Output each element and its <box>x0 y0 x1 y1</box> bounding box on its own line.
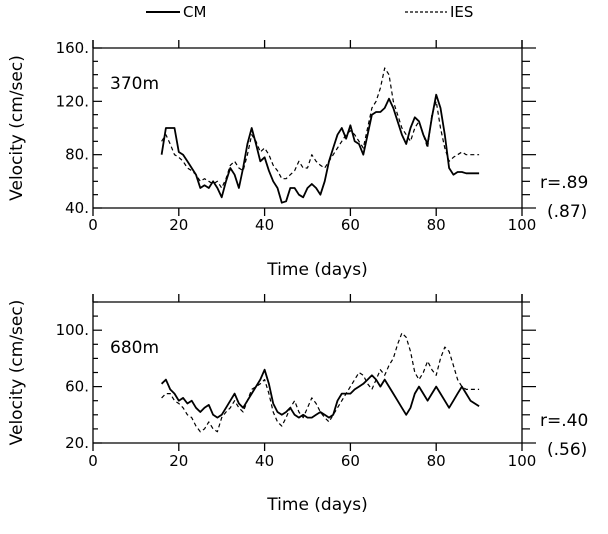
y-tick-label: 160. <box>56 39 89 57</box>
legend-label-ies: IES <box>450 3 473 21</box>
legend: CM IES <box>146 3 473 21</box>
series-line-ies <box>161 332 480 433</box>
series-line-cm <box>160 93 480 204</box>
correlation-alt-label: (.56) <box>547 440 587 460</box>
x-tick-label: 100 <box>508 216 537 234</box>
series-line-ies <box>161 67 480 189</box>
correlation-label: r=.89 <box>540 173 588 193</box>
y-axis-title: Velocity (cm/sec) <box>7 55 27 201</box>
y-tick-label: 20. <box>65 434 89 452</box>
depth-label: 680m <box>110 338 159 358</box>
x-axis-title: Time (days) <box>266 260 367 280</box>
panel-680m: 0 20 40 60 80 100 20. 60. 100. Time (days) Velocit… <box>7 294 588 515</box>
x-tick-label: 0 <box>88 216 98 234</box>
series-line-cm <box>160 368 480 419</box>
x-tick-label: 60 <box>341 216 360 234</box>
x-tick-label: 0 <box>88 452 98 470</box>
y-tick-label: 100. <box>56 321 89 339</box>
correlation-label: r=.40 <box>540 411 588 431</box>
x-axis-title: Time (days) <box>266 495 367 515</box>
y-tick-label: 80. <box>65 146 89 164</box>
depth-label: 370m <box>110 74 159 94</box>
x-tick-label: 40 <box>255 452 274 470</box>
x-tick-label: 60 <box>341 452 360 470</box>
x-tick-label: 80 <box>427 216 446 234</box>
y-axis-title: Velocity (cm/sec) <box>7 300 27 446</box>
y-tick-label: 60. <box>65 378 89 396</box>
x-tick-label: 100 <box>508 452 537 470</box>
correlation-alt-label: (.87) <box>547 202 587 222</box>
panel-370m: 0 20 40 60 80 100 40. 80. 120. 160. Time (days) Vel… <box>7 39 588 280</box>
x-tick-label: 40 <box>255 216 274 234</box>
x-tick-label: 20 <box>169 452 188 470</box>
y-tick-label: 120. <box>56 92 89 110</box>
x-tick-label: 80 <box>427 452 446 470</box>
x-tick-label: 20 <box>169 216 188 234</box>
legend-label-cm: CM <box>183 3 206 21</box>
y-tick-label: 40. <box>65 199 89 217</box>
